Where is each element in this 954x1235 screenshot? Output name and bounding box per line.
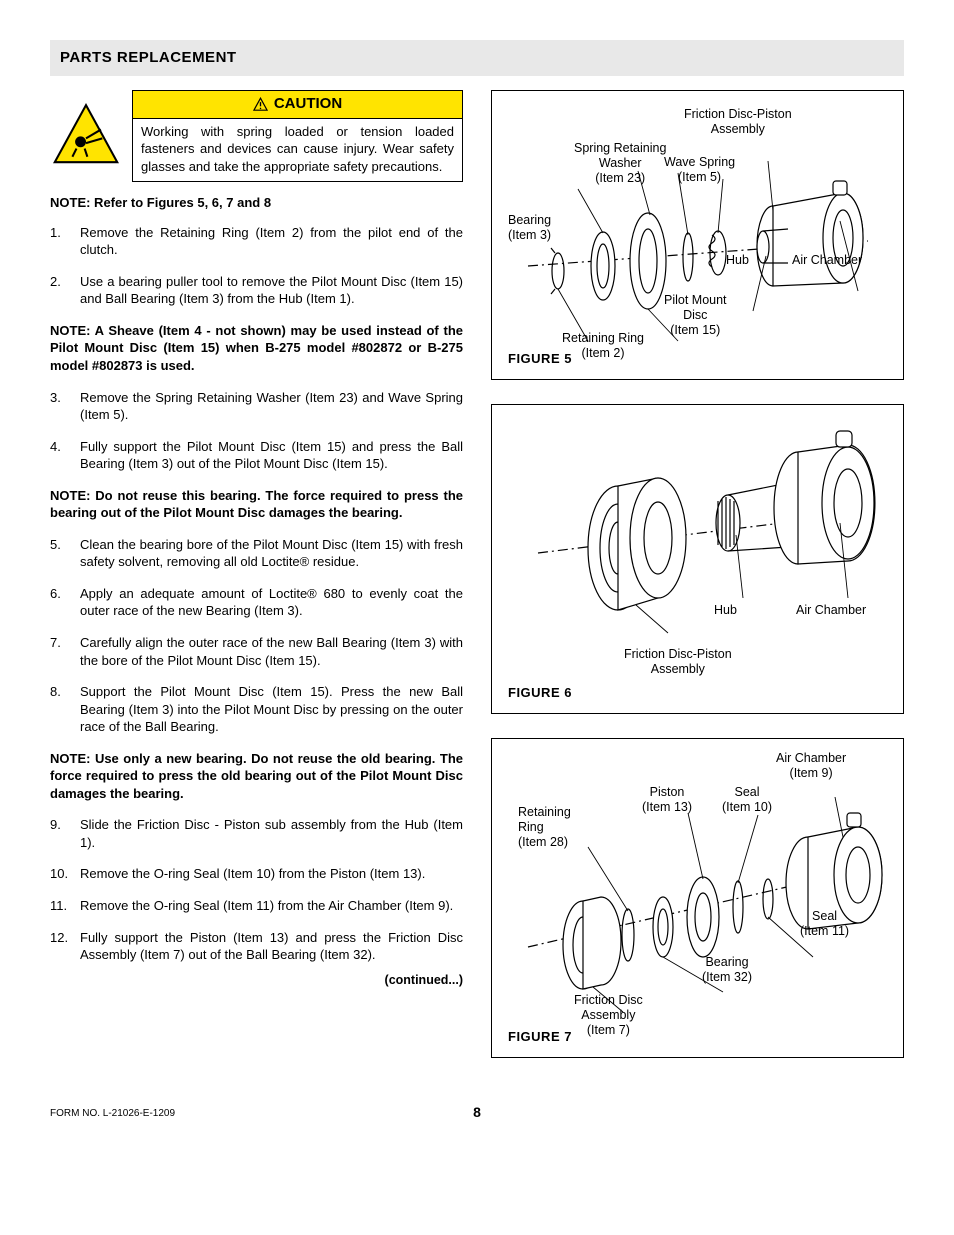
- fig5-friction-assy-label: Friction Disc-PistonAssembly: [684, 107, 792, 137]
- step-list-d: Slide the Friction Disc - Piston sub ass…: [50, 816, 463, 963]
- page-number: 8: [473, 1103, 481, 1122]
- fig6-airchamber-label: Air Chamber: [796, 603, 866, 618]
- caution-label: CAUTION: [274, 94, 342, 114]
- step-2: Use a bearing puller tool to remove the …: [50, 273, 463, 308]
- fig7-bearing-label: Bearing(Item 32): [702, 955, 752, 985]
- step-8: Support the Pilot Mount Disc (Item 15). …: [50, 683, 463, 736]
- fig7-piston-label: Piston(Item 13): [642, 785, 692, 815]
- fig7-retring-label: RetainingRing(Item 28): [518, 805, 571, 850]
- note-reference: NOTE: Refer to Figures 5, 6, 7 and 8: [50, 194, 463, 212]
- two-column-layout: CAUTION Working with spring loaded or te…: [50, 90, 904, 1082]
- figure-7-label: FIGURE 7: [508, 1028, 572, 1046]
- warning-triangle-icon: [50, 90, 122, 180]
- fig7-friction-label: Friction DiscAssembly(Item 7): [574, 993, 643, 1038]
- step-list-c: Clean the bearing bore of the Pilot Moun…: [50, 536, 463, 736]
- fig7-seal11-label: Seal(Item 11): [800, 909, 849, 939]
- step-9: Slide the Friction Disc - Piston sub ass…: [50, 816, 463, 851]
- step-1: Remove the Retaining Ring (Item 2) from …: [50, 224, 463, 259]
- figure-6-label: FIGURE 6: [508, 684, 572, 702]
- fig5-airchamber-label: Air Chamber: [792, 253, 862, 268]
- step-6: Apply an adequate amount of Loctite® 680…: [50, 585, 463, 620]
- figure-5-label: FIGURE 5: [508, 350, 572, 368]
- figure-7-box: Air Chamber(Item 9) Seal(Item 10) Piston…: [491, 738, 904, 1058]
- step-12: Fully support the Piston (Item 13) and p…: [50, 929, 463, 964]
- right-column: Friction Disc-PistonAssembly Spring Reta…: [491, 90, 904, 1082]
- step-11: Remove the O-ring Seal (Item 11) from th…: [50, 897, 463, 915]
- page-footer: FORM NO. L-21026-E-1209 8: [50, 1100, 904, 1122]
- note-b: NOTE: Do not reuse this bearing. The for…: [50, 487, 463, 522]
- caution-text: Working with spring loaded or tension lo…: [133, 119, 462, 182]
- fig5-wave-spring-label: Wave Spring(Item 5): [664, 155, 735, 185]
- figure-6-box: Hub Air Chamber Friction Disc-PistonAsse…: [491, 404, 904, 714]
- fig5-retring-label: Retaining Ring(Item 2): [562, 331, 644, 361]
- left-column: CAUTION Working with spring loaded or te…: [50, 90, 463, 1082]
- fig7-airchamber-label: Air Chamber(Item 9): [776, 751, 846, 781]
- alert-icon: [253, 97, 268, 112]
- step-list-a: Remove the Retaining Ring (Item 2) from …: [50, 224, 463, 308]
- section-header: PARTS REPLACEMENT: [50, 40, 904, 76]
- fig5-bearing-label: Bearing(Item 3): [508, 213, 551, 243]
- fig5-pilot-mount-label: Pilot MountDisc(Item 15): [664, 293, 727, 338]
- fig5-spring-washer-label: Spring RetainingWasher(Item 23): [574, 141, 666, 186]
- note-a: NOTE: A Sheave (Item 4 - not shown) may …: [50, 322, 463, 375]
- continued-text: (continued...): [50, 972, 463, 989]
- step-list-b: Remove the Spring Retaining Washer (Item…: [50, 389, 463, 473]
- form-number: FORM NO. L-21026-E-1209: [50, 1107, 175, 1121]
- caution-row: CAUTION Working with spring loaded or te…: [50, 90, 463, 182]
- figure-6-canvas: Hub Air Chamber Friction Disc-PistonAsse…: [504, 415, 891, 705]
- step-7: Carefully align the outer race of the ne…: [50, 634, 463, 669]
- caution-header: CAUTION: [133, 91, 462, 118]
- fig6-friction-label: Friction Disc-PistonAssembly: [624, 647, 732, 677]
- step-5: Clean the bearing bore of the Pilot Moun…: [50, 536, 463, 571]
- fig5-hub-label: Hub: [726, 253, 749, 268]
- step-4: Fully support the Pilot Mount Disc (Item…: [50, 438, 463, 473]
- fig6-hub-label: Hub: [714, 603, 737, 618]
- step-3: Remove the Spring Retaining Washer (Item…: [50, 389, 463, 424]
- figure-7-canvas: Air Chamber(Item 9) Seal(Item 10) Piston…: [504, 749, 891, 1049]
- figure-5-box: Friction Disc-PistonAssembly Spring Reta…: [491, 90, 904, 380]
- figure-5-canvas: Friction Disc-PistonAssembly Spring Reta…: [504, 101, 891, 371]
- note-c: NOTE: Use only a new bearing. Do not reu…: [50, 750, 463, 803]
- caution-box: CAUTION Working with spring loaded or te…: [132, 90, 463, 182]
- fig7-seal10-label: Seal(Item 10): [722, 785, 772, 815]
- step-10: Remove the O-ring Seal (Item 10) from th…: [50, 865, 463, 883]
